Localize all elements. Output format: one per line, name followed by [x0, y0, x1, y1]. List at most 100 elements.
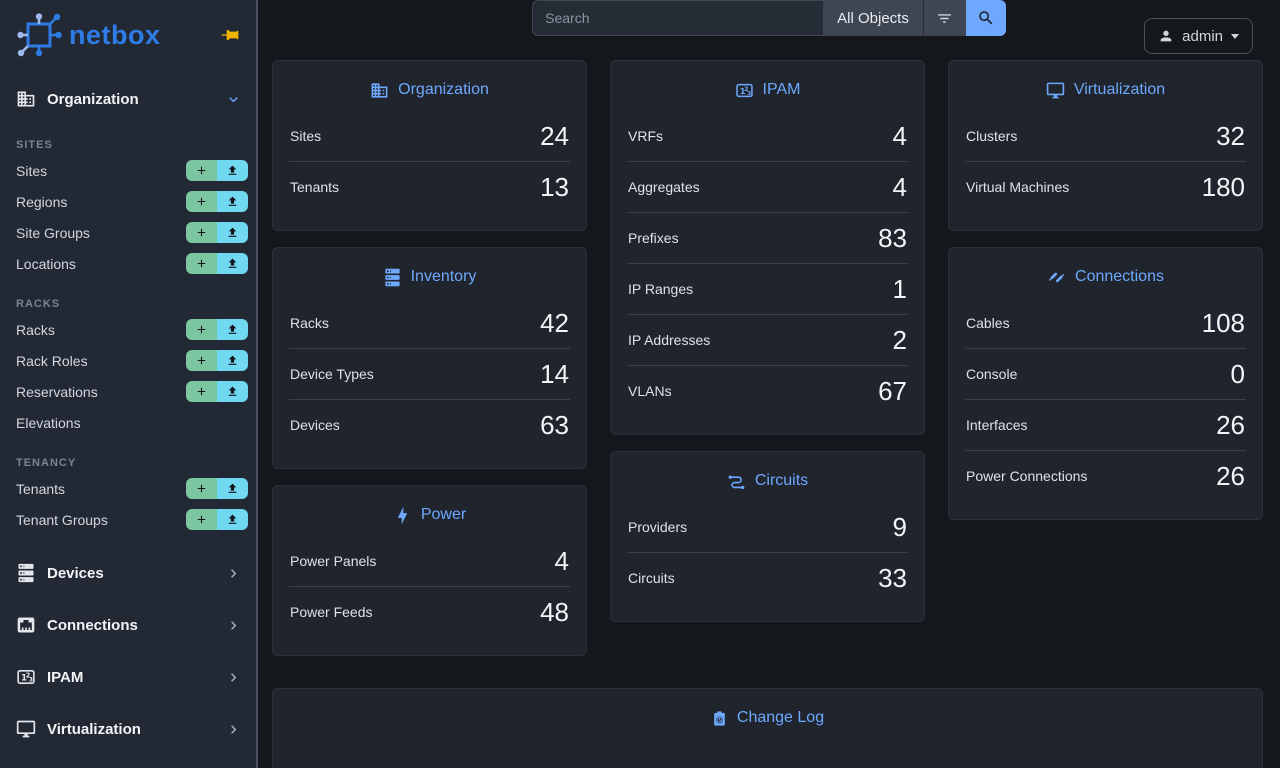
upload-icon — [226, 323, 239, 336]
stat-value: 9 — [892, 511, 907, 542]
card-title[interactable]: Organization — [398, 81, 489, 98]
stat-value: 26 — [1216, 460, 1245, 491]
card-title[interactable]: Inventory — [410, 268, 477, 285]
add-button[interactable] — [186, 222, 217, 243]
sidebar-link-tenant-groups[interactable]: Tenant Groups — [16, 511, 108, 528]
card-title[interactable]: Circuits — [754, 472, 809, 489]
upload-icon — [226, 513, 239, 526]
netbox-logo-link[interactable]: netbox — [16, 12, 161, 58]
card-title[interactable]: IPAM — [762, 81, 801, 98]
stat-label[interactable]: Aggregates — [628, 179, 700, 195]
stat-label[interactable]: Clusters — [966, 128, 1018, 144]
stat-label[interactable]: Console — [966, 366, 1018, 382]
stat-label[interactable]: Racks — [290, 315, 329, 331]
stat-label[interactable]: Prefixes — [628, 230, 679, 246]
topbar: All Objects admin — [258, 0, 1280, 54]
stat-label[interactable]: Sites — [290, 128, 322, 144]
stat-label[interactable]: Tenants — [290, 179, 340, 195]
import-button[interactable] — [217, 160, 248, 181]
stat-label[interactable]: Power Feeds — [290, 604, 373, 620]
stat-label[interactable]: Devices — [290, 417, 340, 433]
dashboard-columns: Organization Sites 24 Tenants 13 — [272, 60, 1266, 656]
stat-label[interactable]: IP Ranges — [628, 281, 694, 297]
sidebar-link-sites[interactable]: Sites — [16, 162, 48, 179]
add-button[interactable] — [186, 253, 217, 274]
nav-group-ipam[interactable]: IPAM — [0, 651, 258, 703]
stat-row: Interfaces 26 — [949, 400, 1262, 450]
search-scope-button[interactable]: All Objects — [823, 0, 923, 36]
import-button[interactable] — [217, 350, 248, 371]
card-header: IPAM — [611, 61, 924, 111]
lightning-bolt-icon — [393, 506, 412, 525]
divider — [289, 586, 570, 587]
stat-row: Power Feeds 48 — [273, 587, 586, 637]
stat-value: 13 — [540, 171, 569, 202]
sidebar-item-locations: Locations — [0, 248, 258, 279]
search-submit-button[interactable] — [965, 0, 1006, 36]
stat-label[interactable]: VLANs — [628, 383, 672, 399]
add-button[interactable] — [186, 381, 217, 402]
item-actions — [186, 509, 248, 530]
sidebar-item-regions: Regions — [0, 186, 258, 217]
stat-label[interactable]: Providers — [628, 519, 688, 535]
item-actions — [186, 478, 248, 499]
account-icon — [1158, 28, 1174, 44]
nav-group-connections[interactable]: Connections — [0, 599, 258, 651]
card-title[interactable]: Power — [420, 506, 467, 523]
stat-label[interactable]: Virtual Machines — [966, 179, 1070, 195]
card-virtualization: Virtualization Clusters 32 Virtual Machi… — [948, 60, 1263, 231]
user-menu-button[interactable]: admin — [1144, 18, 1253, 54]
import-button[interactable] — [217, 319, 248, 340]
nav-group-organization[interactable]: Organization — [0, 78, 258, 120]
sidebar-link-site-groups[interactable]: Site Groups — [16, 224, 90, 241]
sidebar-link-elevations[interactable]: Elevations — [16, 414, 81, 431]
stat-value: 14 — [540, 358, 569, 389]
card-title[interactable]: Connections — [1075, 268, 1164, 285]
card-title[interactable]: Change Log — [736, 709, 825, 726]
stat-label[interactable]: Interfaces — [966, 417, 1028, 433]
add-button[interactable] — [186, 509, 217, 530]
cable-icon — [1047, 268, 1066, 287]
add-button[interactable] — [186, 350, 217, 371]
card-header: Organization — [273, 61, 586, 111]
import-button[interactable] — [217, 222, 248, 243]
import-button[interactable] — [217, 191, 248, 212]
item-actions — [186, 319, 248, 340]
stat-label[interactable]: Cables — [966, 315, 1010, 331]
pin-sidebar-button[interactable] — [220, 25, 240, 45]
sidebar-link-regions[interactable]: Regions — [16, 193, 68, 210]
import-button[interactable] — [217, 509, 248, 530]
nav-group-devices[interactable]: Devices — [0, 547, 258, 599]
stat-value: 4 — [892, 171, 907, 202]
sidebar-link-reservations[interactable]: Reservations — [16, 383, 98, 400]
stat-label[interactable]: IP Addresses — [628, 332, 711, 348]
stat-label[interactable]: Power Panels — [290, 553, 377, 569]
import-button[interactable] — [217, 253, 248, 274]
sidebar-link-racks[interactable]: Racks — [16, 321, 55, 338]
sidebar-item-racks: Racks — [0, 314, 258, 345]
add-button[interactable] — [186, 160, 217, 181]
monitor-icon — [1046, 81, 1065, 100]
card-connections: Connections Cables 108 Console 0 — [948, 247, 1263, 520]
stat-label[interactable]: VRFs — [628, 128, 663, 144]
sidebar-link-tenants[interactable]: Tenants — [16, 480, 66, 497]
sidebar-link-locations[interactable]: Locations — [16, 255, 76, 272]
search-filter-button[interactable] — [922, 0, 966, 36]
import-button[interactable] — [217, 381, 248, 402]
add-button[interactable] — [186, 191, 217, 212]
nav-group-virtualization[interactable]: Virtualization — [0, 703, 258, 755]
chevron-right-icon — [225, 565, 242, 582]
import-button[interactable] — [217, 478, 248, 499]
search-input[interactable] — [532, 0, 824, 36]
stat-row: VRFs 4 — [611, 111, 924, 161]
card-title[interactable]: Virtualization — [1073, 81, 1166, 98]
stat-label[interactable]: Device Types — [290, 366, 374, 382]
sidebar-link-rack-roles[interactable]: Rack Roles — [16, 352, 88, 369]
stat-label[interactable]: Power Connections — [966, 468, 1088, 484]
stat-label[interactable]: Circuits — [628, 570, 675, 586]
nav-group-label: Organization — [47, 90, 139, 108]
add-button[interactable] — [186, 319, 217, 340]
stat-row: Circuits 33 — [611, 553, 924, 603]
add-button[interactable] — [186, 478, 217, 499]
